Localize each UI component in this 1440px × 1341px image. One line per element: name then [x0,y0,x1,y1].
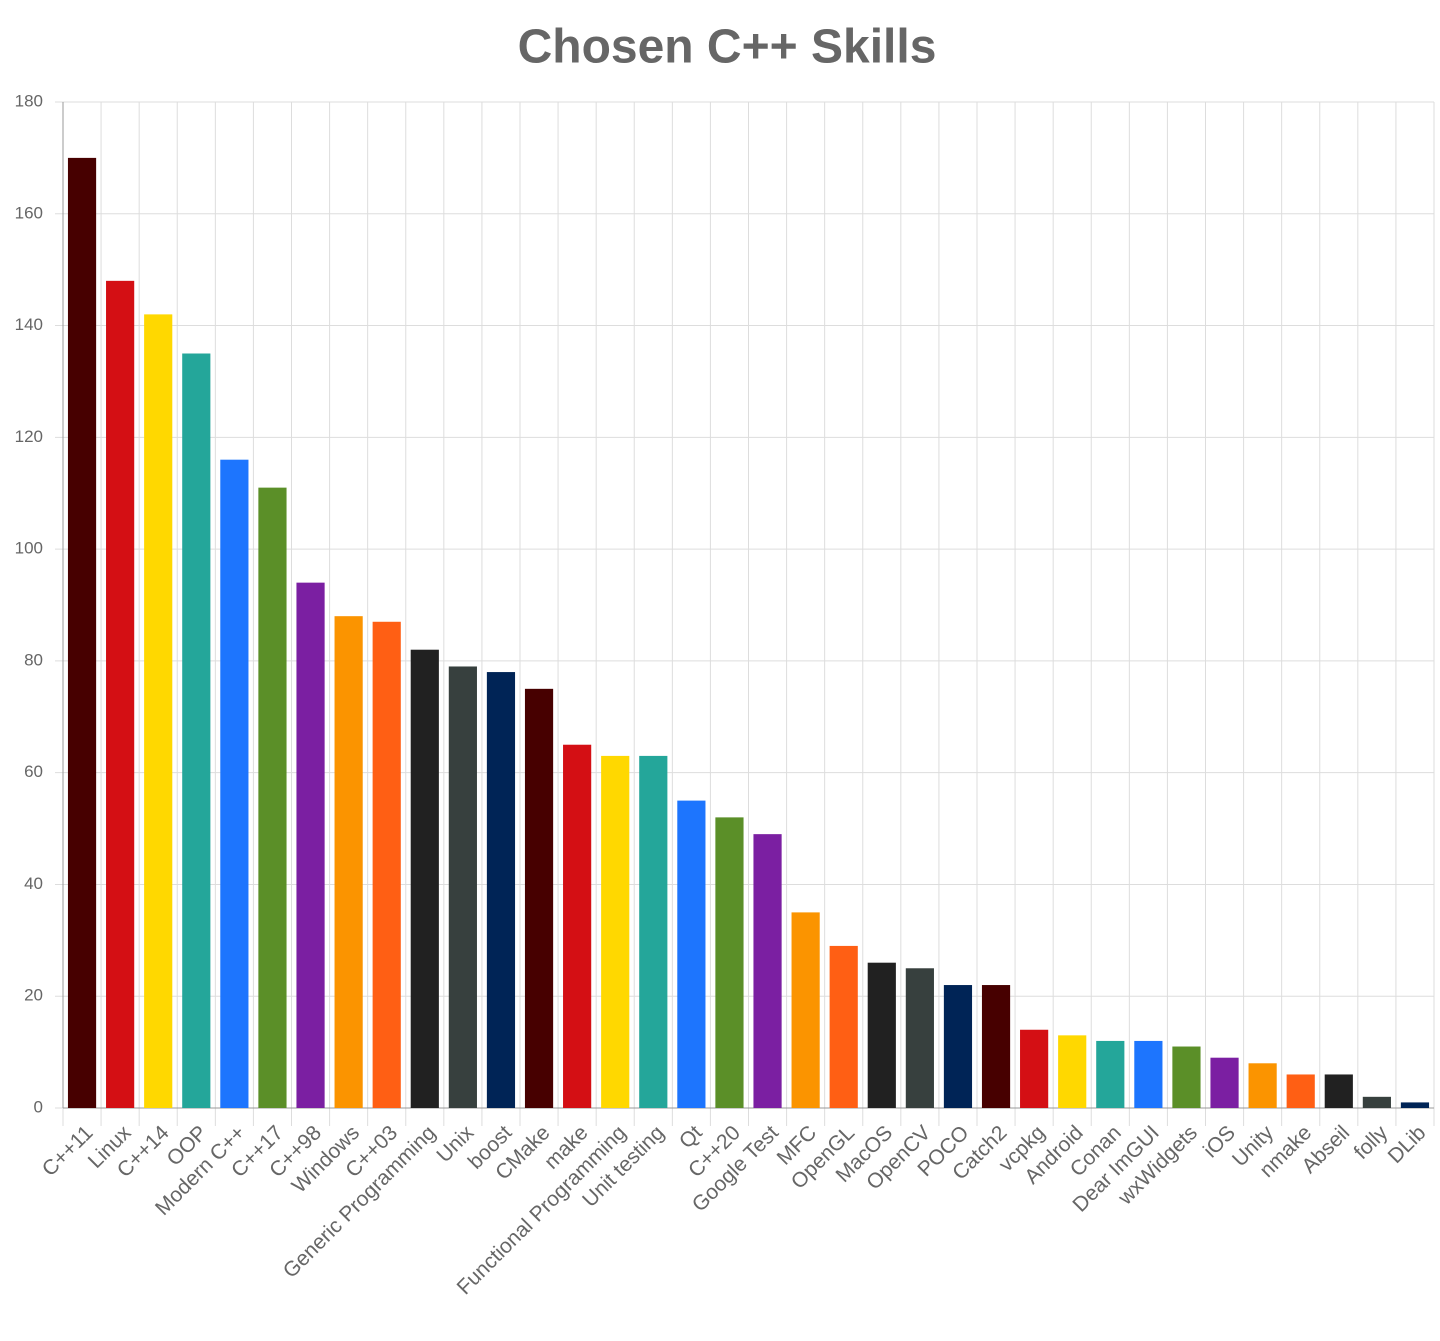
bar [1134,1040,1163,1108]
y-tick-label: 0 [34,1097,43,1116]
bar [372,621,401,1108]
y-tick-label: 40 [24,874,43,893]
bar [791,912,820,1108]
y-tick-label: 140 [15,315,43,334]
bar [601,755,630,1108]
bar [639,755,668,1108]
bar [258,487,287,1109]
bar [448,666,477,1108]
bar [1172,1046,1201,1108]
bar [563,744,592,1108]
bar [1362,1096,1391,1108]
bar [943,985,973,1108]
bar [334,616,363,1108]
bar [715,817,744,1108]
y-tick-label: 120 [15,427,43,446]
bar [1400,1102,1430,1108]
bar [867,962,896,1108]
bar [1324,1074,1353,1108]
x-tick-label: folly [1350,1121,1393,1164]
bar [296,582,325,1108]
y-tick-label: 180 [15,91,43,110]
bar [410,649,439,1108]
bar [486,672,516,1108]
bar [1058,1035,1087,1108]
bar [981,985,1011,1108]
bar [67,157,97,1108]
bar [753,834,782,1108]
y-tick-label: 100 [15,539,43,558]
bar [677,800,706,1108]
bar [829,945,858,1108]
bar [1096,1040,1125,1108]
y-tick-label: 60 [24,762,43,781]
bar [1248,1063,1277,1108]
bar [1020,1029,1049,1108]
bar [106,280,135,1108]
bar [144,314,173,1108]
y-tick-label: 80 [24,650,43,669]
y-tick-label: 160 [15,203,43,222]
y-tick-label: 20 [24,986,43,1005]
bar [905,968,934,1108]
bar [1286,1074,1315,1108]
bar [182,353,211,1108]
bar [1210,1057,1239,1108]
bar [524,688,554,1108]
bar [220,459,249,1108]
x-tick-label: DLib [1384,1121,1431,1168]
chart-title: Chosen C++ Skills [518,21,937,74]
